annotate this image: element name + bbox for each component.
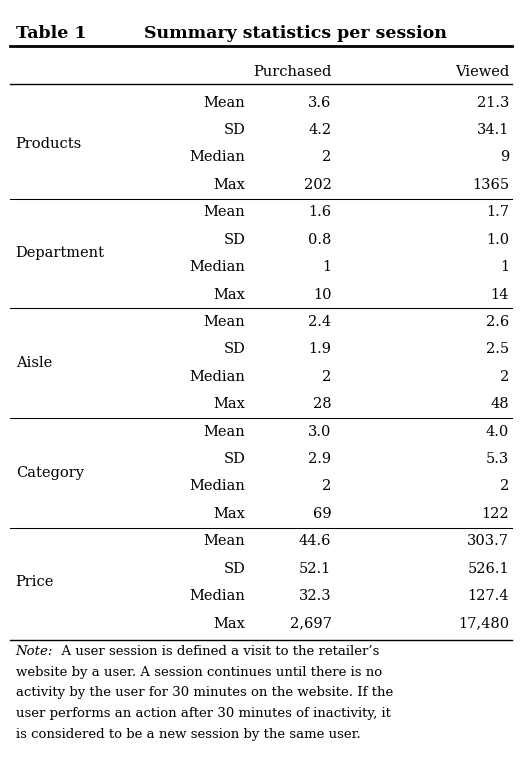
Text: Price: Price	[16, 575, 54, 590]
Text: 122: 122	[481, 507, 509, 521]
Text: 2: 2	[500, 480, 509, 493]
Text: Summary statistics per session: Summary statistics per session	[144, 25, 446, 42]
Text: SD: SD	[223, 452, 245, 466]
Text: 2.9: 2.9	[309, 452, 331, 466]
Text: 34.1: 34.1	[477, 123, 509, 137]
Text: 202: 202	[304, 178, 331, 192]
Text: 0.8: 0.8	[308, 233, 331, 247]
Text: 303.7: 303.7	[467, 535, 509, 548]
Text: A user session is defined a visit to the retailer’s: A user session is defined a visit to the…	[53, 645, 379, 658]
Text: 2.6: 2.6	[485, 315, 509, 329]
Text: Department: Department	[16, 247, 104, 260]
Text: 1.9: 1.9	[309, 342, 331, 356]
Text: 2: 2	[322, 370, 331, 384]
Text: Products: Products	[16, 136, 82, 151]
Text: is considered to be a new session by the same user.: is considered to be a new session by the…	[16, 728, 360, 741]
Text: Median: Median	[189, 150, 245, 165]
Text: Max: Max	[213, 617, 245, 630]
Text: 3.6: 3.6	[308, 96, 331, 110]
Text: 127.4: 127.4	[467, 589, 509, 603]
Text: Mean: Mean	[204, 96, 245, 110]
Text: 21.3: 21.3	[477, 96, 509, 110]
Text: 3.0: 3.0	[308, 424, 331, 439]
Text: 2: 2	[322, 480, 331, 493]
Text: Median: Median	[189, 370, 245, 384]
Text: 2: 2	[500, 370, 509, 384]
Text: activity by the user for 30 minutes on the website. If the: activity by the user for 30 minutes on t…	[16, 686, 393, 699]
Text: Max: Max	[213, 507, 245, 521]
Text: 28: 28	[313, 398, 331, 411]
Text: Mean: Mean	[204, 535, 245, 548]
Text: 5.3: 5.3	[485, 452, 509, 466]
Text: 10: 10	[313, 287, 331, 302]
Text: Max: Max	[213, 287, 245, 302]
Text: 1: 1	[500, 260, 509, 274]
Text: 526.1: 526.1	[467, 561, 509, 576]
Text: 2.4: 2.4	[309, 315, 331, 329]
Text: 14: 14	[491, 287, 509, 302]
Text: 1: 1	[323, 260, 331, 274]
Text: 1.0: 1.0	[486, 233, 509, 247]
Text: 2.5: 2.5	[486, 342, 509, 356]
Text: 1.6: 1.6	[309, 205, 331, 219]
Text: Mean: Mean	[204, 315, 245, 329]
Text: Purchased: Purchased	[253, 65, 331, 79]
Text: 48: 48	[490, 398, 509, 411]
Text: 69: 69	[313, 507, 331, 521]
Text: SD: SD	[223, 561, 245, 576]
Text: 4.2: 4.2	[309, 123, 331, 137]
Text: Median: Median	[189, 260, 245, 274]
Text: Mean: Mean	[204, 424, 245, 439]
Text: 2: 2	[322, 150, 331, 165]
Text: 32.3: 32.3	[299, 589, 331, 603]
Text: Mean: Mean	[204, 205, 245, 219]
Text: Median: Median	[189, 480, 245, 493]
Text: Viewed: Viewed	[455, 65, 509, 79]
Text: SD: SD	[223, 342, 245, 356]
Text: 52.1: 52.1	[299, 561, 331, 576]
Text: Table 1: Table 1	[16, 25, 86, 42]
Text: Note:: Note:	[16, 645, 53, 658]
Text: Max: Max	[213, 398, 245, 411]
Text: website by a user. A session continues until there is no: website by a user. A session continues u…	[16, 666, 382, 679]
Text: Aisle: Aisle	[16, 356, 52, 370]
Text: Median: Median	[189, 589, 245, 603]
Text: 1365: 1365	[472, 178, 509, 192]
Text: 9: 9	[500, 150, 509, 165]
Text: SD: SD	[223, 233, 245, 247]
Text: 2,697: 2,697	[290, 617, 331, 630]
Text: user performs an action after 30 minutes of inactivity, it: user performs an action after 30 minutes…	[16, 707, 390, 720]
Text: Max: Max	[213, 178, 245, 192]
Text: 44.6: 44.6	[299, 535, 331, 548]
Text: 1.7: 1.7	[486, 205, 509, 219]
Text: 17,480: 17,480	[458, 617, 509, 630]
Text: Category: Category	[16, 466, 84, 480]
Text: 4.0: 4.0	[485, 424, 509, 439]
Text: SD: SD	[223, 123, 245, 137]
